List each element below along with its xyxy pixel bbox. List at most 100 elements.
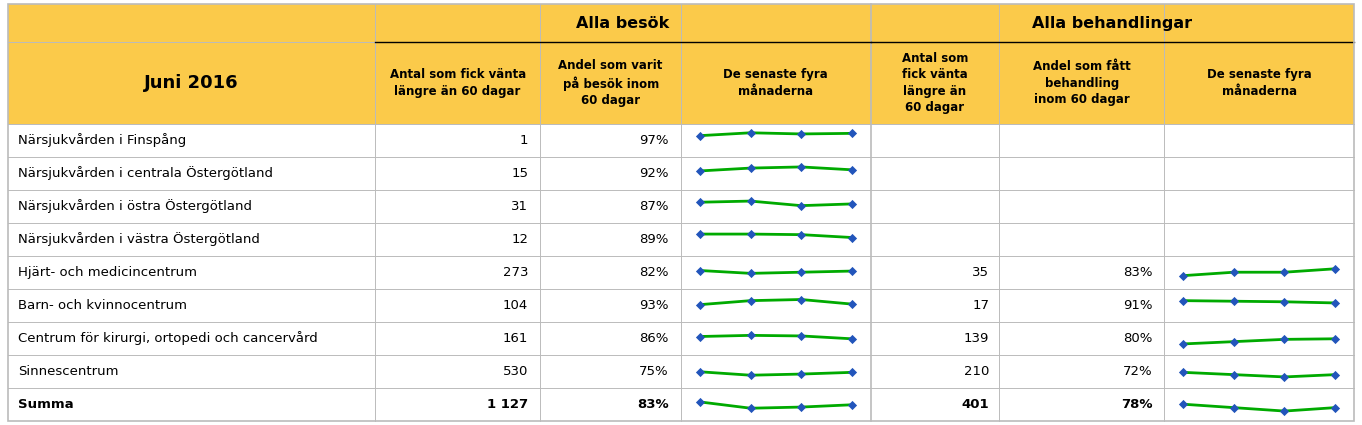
Text: 86%: 86%: [640, 332, 669, 345]
Point: [1223, 371, 1245, 378]
Text: Centrum för kirurgi, ortopedi och cancervård: Centrum för kirurgi, ortopedi och cancer…: [18, 332, 317, 346]
Text: Andel som varit
på besök inom
60 dagar: Andel som varit på besök inom 60 dagar: [558, 59, 663, 107]
Text: 92%: 92%: [640, 167, 669, 180]
Point: [1223, 269, 1245, 276]
Text: 35: 35: [972, 266, 989, 279]
Point: [1173, 272, 1194, 279]
Point: [840, 300, 862, 307]
Point: [740, 270, 761, 277]
Text: Alla behandlingar: Alla behandlingar: [1032, 15, 1192, 31]
Point: [1223, 404, 1245, 411]
Bar: [8, 223, 1354, 256]
Text: 82%: 82%: [640, 266, 669, 279]
Text: 15: 15: [511, 167, 528, 180]
Bar: [8, 42, 1354, 124]
Text: Antal som
fick vänta
längre än
60 dagar: Antal som fick vänta längre än 60 dagar: [902, 52, 968, 114]
Point: [840, 335, 862, 342]
Point: [689, 231, 711, 238]
Text: 139: 139: [964, 332, 989, 345]
Point: [790, 269, 812, 276]
Point: [840, 130, 862, 137]
Text: Närsjukvården i västra Östergötland: Närsjukvården i västra Östergötland: [18, 232, 260, 246]
Text: Närsjukvården i östra Östergötland: Närsjukvården i östra Östergötland: [18, 199, 252, 213]
Bar: [8, 4, 1354, 42]
Point: [1324, 335, 1346, 342]
Point: [689, 399, 711, 405]
Text: 273: 273: [503, 266, 528, 279]
Text: 91%: 91%: [1122, 299, 1152, 312]
Point: [1324, 371, 1346, 378]
Text: 401: 401: [962, 398, 989, 411]
Point: [740, 129, 761, 136]
Point: [790, 296, 812, 303]
Text: 80%: 80%: [1122, 332, 1152, 345]
Point: [790, 130, 812, 137]
Point: [740, 297, 761, 304]
Point: [1173, 297, 1194, 304]
Bar: [8, 124, 1354, 157]
Text: Närsjukvården i centrala Östergötland: Närsjukvården i centrala Östergötland: [18, 167, 272, 181]
Point: [689, 199, 711, 206]
Point: [790, 202, 812, 209]
Point: [1173, 369, 1194, 376]
Point: [740, 198, 761, 204]
Point: [840, 268, 862, 275]
Point: [1324, 404, 1346, 411]
Point: [840, 369, 862, 376]
Text: 89%: 89%: [640, 233, 669, 246]
Point: [1223, 298, 1245, 305]
Bar: [8, 256, 1354, 289]
Bar: [8, 190, 1354, 223]
Text: De senaste fyra
månaderna: De senaste fyra månaderna: [1207, 68, 1312, 98]
Point: [689, 301, 711, 308]
Point: [689, 368, 711, 375]
Text: Sinnescentrum: Sinnescentrum: [18, 365, 118, 378]
Point: [689, 333, 711, 340]
Text: 31: 31: [511, 200, 528, 213]
Bar: [8, 388, 1354, 421]
Text: Andel som fått
behandling
inom 60 dagar: Andel som fått behandling inom 60 dagar: [1032, 60, 1130, 106]
Point: [1273, 336, 1295, 343]
Point: [840, 401, 862, 408]
Point: [1173, 340, 1194, 347]
Bar: [8, 157, 1354, 190]
Text: 75%: 75%: [639, 365, 669, 378]
Point: [1173, 401, 1194, 408]
Text: 93%: 93%: [640, 299, 669, 312]
Text: Antal som fick vänta
längre än 60 dagar: Antal som fick vänta längre än 60 dagar: [390, 68, 526, 98]
Text: 1 127: 1 127: [488, 398, 528, 411]
Point: [740, 405, 761, 411]
Point: [740, 332, 761, 339]
Text: 210: 210: [964, 365, 989, 378]
Point: [689, 167, 711, 174]
Point: [790, 164, 812, 170]
Text: De senaste fyra
månaderna: De senaste fyra månaderna: [723, 68, 828, 98]
Text: 530: 530: [503, 365, 528, 378]
Bar: [8, 355, 1354, 388]
Point: [689, 132, 711, 139]
Text: Barn- och kvinnocentrum: Barn- och kvinnocentrum: [18, 299, 187, 312]
Point: [790, 332, 812, 339]
Point: [790, 404, 812, 411]
Bar: [8, 289, 1354, 322]
Point: [840, 234, 862, 241]
Point: [1273, 408, 1295, 414]
Text: 161: 161: [503, 332, 528, 345]
Text: Summa: Summa: [18, 398, 74, 411]
Bar: [8, 322, 1354, 355]
Point: [1324, 300, 1346, 306]
Point: [740, 372, 761, 379]
Point: [790, 371, 812, 377]
Text: 72%: 72%: [1122, 365, 1152, 378]
Point: [740, 164, 761, 171]
Text: 104: 104: [503, 299, 528, 312]
Point: [689, 267, 711, 274]
Text: Närsjukvården i Finspång: Närsjukvården i Finspång: [18, 133, 187, 147]
Text: 1: 1: [520, 134, 528, 147]
Text: 97%: 97%: [640, 134, 669, 147]
Text: 12: 12: [511, 233, 528, 246]
Point: [1324, 265, 1346, 272]
Point: [1273, 298, 1295, 305]
Point: [840, 167, 862, 173]
Point: [790, 231, 812, 238]
